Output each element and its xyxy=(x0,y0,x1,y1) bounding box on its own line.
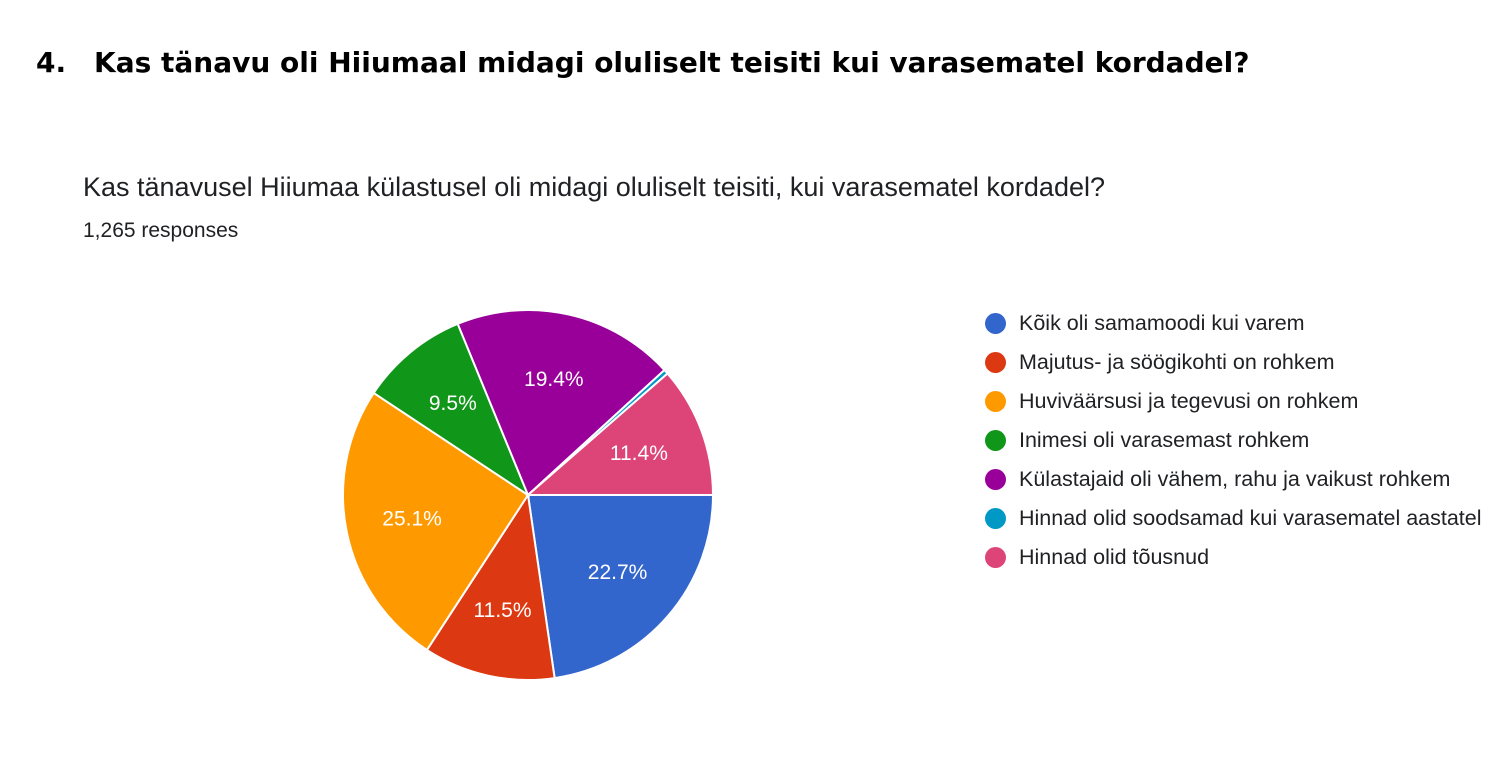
legend-label: Kõik oli samamoodi kui varem xyxy=(1019,311,1305,335)
legend-label: Hinnad olid soodsamad kui varasematel aa… xyxy=(1019,506,1482,530)
chart-legend: Kõik oli samamoodi kui varem Majutus- ja … xyxy=(985,306,1485,579)
legend-item-3[interactable]: Inimesi oli varasemast rohkem xyxy=(985,423,1485,457)
legend-label: Külastajaid oli vähem, rahu ja vaikust r… xyxy=(1019,467,1451,491)
legend-swatch-icon xyxy=(985,469,1006,490)
legend-swatch-icon xyxy=(985,352,1006,373)
pie-slice-3[interactable] xyxy=(372,322,531,498)
pie-slice-2[interactable] xyxy=(342,391,530,652)
legend-item-4[interactable]: Külastajaid oli vähem, rahu ja vaikust r… xyxy=(985,462,1485,496)
question-heading: 4. Kas tänavu oli Hiiumaal midagi olulise… xyxy=(36,46,1249,79)
legend-swatch-icon xyxy=(985,547,1006,568)
pie-slice-0[interactable] xyxy=(526,494,715,680)
legend-label: Huviväärsusi ja tegevusi on rohkem xyxy=(1019,389,1359,413)
legend-item-6[interactable]: Hinnad olid tõusnud xyxy=(985,540,1485,574)
question-text: Kas tänavu oli Hiiumaal midagi oluliselt… xyxy=(94,46,1250,79)
slice-label-1: 11.5% xyxy=(474,599,532,622)
slice-label-2: 25.1% xyxy=(382,508,442,531)
legend-item-2[interactable]: Huviväärsusi ja tegevusi on rohkem xyxy=(985,384,1485,418)
legend-label: Inimesi oli varasemast rohkem xyxy=(1019,428,1310,452)
pie-slice-1[interactable] xyxy=(425,492,556,681)
slice-label-6: 11.4% xyxy=(610,442,668,465)
slice-label-4: 19.4% xyxy=(524,368,584,391)
pie-slice-4[interactable] xyxy=(456,309,666,497)
pie-slice-6[interactable] xyxy=(525,372,715,496)
slice-label-0: 22.7% xyxy=(588,561,648,584)
response-count: 1,265 responses xyxy=(83,219,239,242)
question-number: 4. xyxy=(36,46,67,79)
chart-title: Kas tänavusel Hiiumaa külastusel oli mid… xyxy=(83,172,1105,202)
legend-swatch-icon xyxy=(985,508,1006,529)
legend-label: Hinnad olid tõusnud xyxy=(1019,545,1210,569)
legend-swatch-icon xyxy=(985,430,1006,451)
legend-swatch-icon xyxy=(985,391,1006,412)
legend-swatch-icon xyxy=(985,313,1006,334)
legend-label: Majutus- ja söögikohti on rohkem xyxy=(1019,350,1335,374)
slice-label-3: 9.5% xyxy=(429,392,477,415)
legend-item-1[interactable]: Majutus- ja söögikohti on rohkem xyxy=(985,345,1485,379)
legend-item-5[interactable]: Hinnad olid soodsamad kui varasematel aa… xyxy=(985,501,1485,535)
legend-item-0[interactable]: Kõik oli samamoodi kui varem xyxy=(985,306,1485,340)
